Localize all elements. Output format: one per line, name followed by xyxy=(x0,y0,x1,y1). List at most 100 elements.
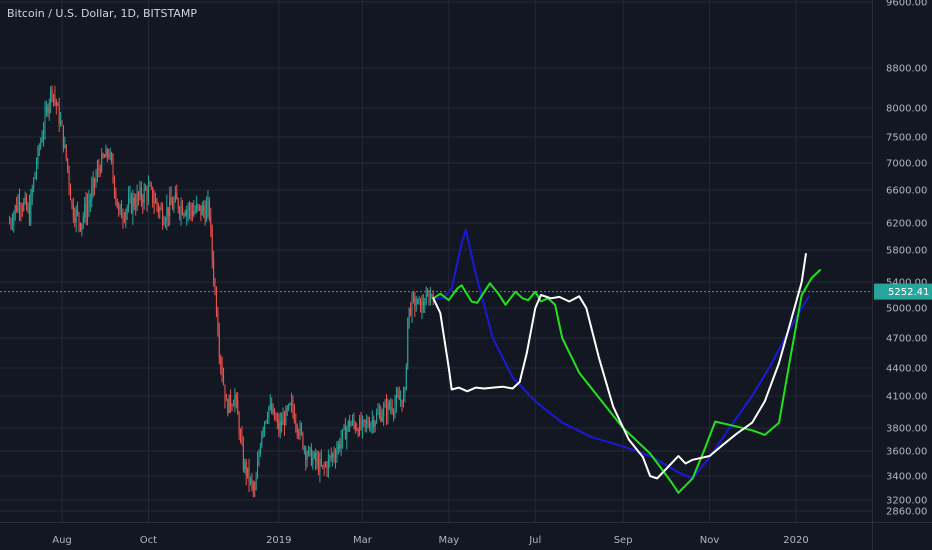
candle-body xyxy=(18,200,20,208)
candle-body xyxy=(298,432,300,435)
series-line-green[interactable] xyxy=(432,269,822,494)
candle-body xyxy=(47,106,49,113)
candle-body xyxy=(116,198,118,208)
candle-body xyxy=(293,411,295,422)
candle-body xyxy=(147,185,149,199)
candle-body xyxy=(366,421,368,423)
candle-body xyxy=(102,154,104,157)
candle-body xyxy=(305,448,307,460)
candle-body xyxy=(34,172,36,179)
candle-body xyxy=(417,298,419,304)
candle-body xyxy=(67,158,69,170)
candle-body xyxy=(429,294,431,302)
candle-body xyxy=(400,399,402,401)
candle-body xyxy=(118,207,120,210)
candle-body xyxy=(135,206,137,208)
series-line-blue[interactable] xyxy=(432,228,810,480)
y-tick-label: 3600.00 xyxy=(886,447,927,458)
candle-body xyxy=(408,307,410,318)
candle-body xyxy=(156,199,158,206)
chart-title: Bitcoin / U.S. Dollar, 1D, BITSTAMP xyxy=(7,7,197,20)
candle-body xyxy=(11,224,13,226)
candle-body xyxy=(241,435,243,444)
candle-body xyxy=(431,294,433,296)
candle-body xyxy=(259,446,261,455)
candle-body xyxy=(183,214,185,215)
candle-body xyxy=(180,204,182,214)
candle-body xyxy=(218,333,220,358)
candle-body xyxy=(349,421,351,427)
price-badge xyxy=(874,283,932,300)
candle-body xyxy=(316,458,318,462)
y-tick-label: 2860.00 xyxy=(886,507,927,518)
candle-body xyxy=(252,483,254,490)
candle-body xyxy=(16,205,18,211)
candle-body xyxy=(95,176,97,184)
candle-body xyxy=(313,452,315,458)
candle-body xyxy=(354,423,356,430)
candle-body xyxy=(173,200,175,210)
candle-body xyxy=(215,289,217,313)
candle-body xyxy=(251,478,253,484)
candle-body xyxy=(40,141,42,148)
candle-body xyxy=(412,295,414,297)
candle-body xyxy=(361,420,363,428)
candle-body xyxy=(96,168,98,177)
candle-body xyxy=(368,425,370,429)
candle-body xyxy=(339,443,341,448)
candle-body xyxy=(255,477,257,491)
candle-body xyxy=(299,425,301,435)
candle-body xyxy=(146,189,148,199)
candle-body xyxy=(398,395,400,400)
candle-body xyxy=(213,259,215,282)
candle-body xyxy=(278,420,280,431)
candle-body xyxy=(112,161,114,178)
candle-body xyxy=(330,455,332,458)
candle-body xyxy=(228,394,230,414)
candle-body xyxy=(411,295,413,314)
candle-body xyxy=(91,186,93,201)
candle-body xyxy=(160,208,162,210)
candle-body xyxy=(78,213,80,224)
candle-body xyxy=(323,465,325,467)
candle-body xyxy=(53,94,54,97)
candle-body xyxy=(167,207,169,217)
candle-body xyxy=(415,303,417,306)
candle-body xyxy=(221,364,223,376)
candle-body xyxy=(264,422,266,430)
candle-body xyxy=(247,467,249,476)
candle-body xyxy=(300,425,302,433)
candle-body xyxy=(35,163,37,173)
candle-body xyxy=(170,197,172,206)
candle-body xyxy=(126,207,128,212)
candle-body xyxy=(356,429,358,431)
y-tick-label: 7500.00 xyxy=(886,133,927,144)
x-tick-label: Aug xyxy=(52,535,72,546)
candle-body xyxy=(227,400,229,414)
candle-body xyxy=(325,464,327,467)
candle-body xyxy=(101,154,103,172)
candle-body xyxy=(315,452,317,462)
candle-body xyxy=(119,205,121,210)
candle-body xyxy=(43,130,45,139)
candle-body xyxy=(201,205,203,216)
candle-body xyxy=(75,209,77,223)
candle-body xyxy=(370,423,372,429)
candle-body xyxy=(210,216,212,229)
candle-body xyxy=(111,153,113,162)
candle-body xyxy=(402,392,404,406)
candle-body xyxy=(317,458,319,473)
candle-body xyxy=(262,429,264,433)
y-tick-label: 3800.00 xyxy=(886,424,927,435)
series-line-white[interactable] xyxy=(432,253,807,480)
candle-body xyxy=(138,192,140,197)
price-badge-label: 5252.41 xyxy=(888,287,929,298)
candle-body xyxy=(203,205,205,211)
candle-body xyxy=(422,301,424,306)
candle-body xyxy=(285,408,287,426)
candle-body xyxy=(245,462,247,476)
candle-body xyxy=(89,200,91,203)
candle-body xyxy=(237,398,239,415)
